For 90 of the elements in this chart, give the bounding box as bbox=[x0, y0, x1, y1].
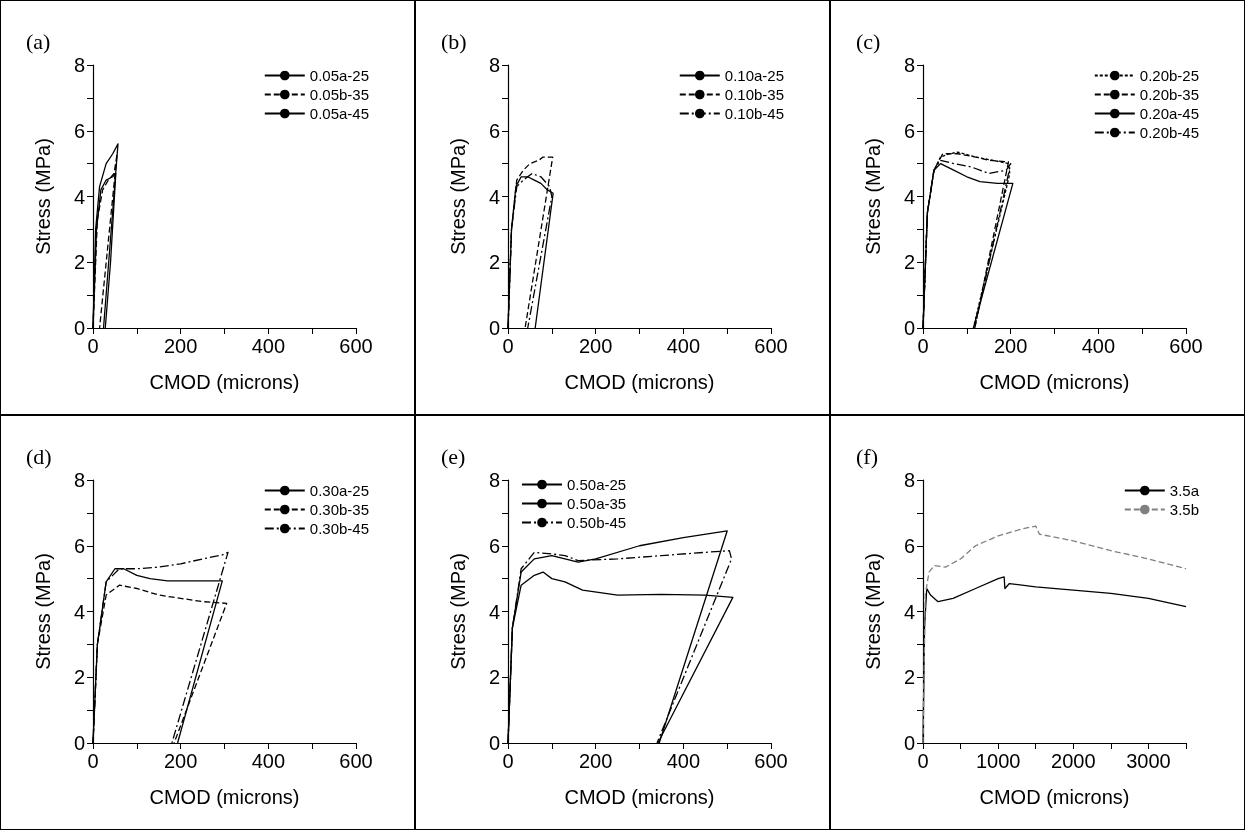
y-axis-title: Stress (MPa) bbox=[32, 553, 54, 670]
chart-title: (b) bbox=[441, 28, 467, 54]
x-tick-label: 200 bbox=[993, 335, 1028, 357]
legend-label: 0.30b-35 bbox=[309, 501, 369, 518]
y-tick-label: 6 bbox=[488, 119, 500, 142]
y-tick-label: 4 bbox=[903, 600, 915, 623]
x-tick-label: 400 bbox=[1081, 335, 1116, 357]
y-tick-label: 0 bbox=[903, 732, 915, 754]
x-tick-label: 400 bbox=[666, 335, 701, 357]
y-axis-title: Stress (MPa) bbox=[32, 138, 54, 255]
y-tick-label: 6 bbox=[73, 534, 85, 557]
y-tick-label: 8 bbox=[903, 54, 915, 76]
legend-label: 0.20b-45 bbox=[1139, 124, 1199, 141]
y-tick-label: 2 bbox=[488, 251, 500, 274]
x-tick-label: 0 bbox=[502, 750, 514, 772]
legend-label: 0.10a-25 bbox=[724, 67, 784, 84]
x-axis-title: CMOD (microns) bbox=[979, 371, 1130, 393]
x-tick-label: 0 bbox=[502, 335, 514, 357]
legend-label: 0.05a-45 bbox=[309, 105, 369, 122]
legend-label: 0.20b-25 bbox=[1139, 67, 1199, 84]
y-tick-label: 2 bbox=[488, 666, 500, 689]
legend-label: 0.10b-35 bbox=[724, 86, 784, 103]
x-tick-label: 600 bbox=[754, 750, 788, 772]
legend-label: 0.05a-25 bbox=[309, 67, 369, 84]
y-tick-label: 0 bbox=[488, 317, 500, 339]
x-tick-label: 600 bbox=[1169, 335, 1203, 357]
y-axis-title: Stress (MPa) bbox=[862, 553, 884, 670]
y-tick-label: 6 bbox=[903, 119, 915, 142]
x-tick-label: 200 bbox=[578, 750, 613, 772]
x-tick-label: 400 bbox=[666, 750, 701, 772]
legend-label: 3.5b bbox=[1169, 501, 1200, 518]
y-tick-label: 4 bbox=[488, 185, 500, 208]
x-tick-label: 200 bbox=[163, 750, 198, 772]
x-tick-label: 600 bbox=[339, 750, 373, 772]
x-axis-title: CMOD (microns) bbox=[149, 371, 300, 393]
x-tick-label: 0 bbox=[917, 750, 929, 772]
y-tick-label: 6 bbox=[73, 119, 85, 142]
y-tick-label: 4 bbox=[73, 600, 85, 623]
legend-label: 0.05b-35 bbox=[309, 86, 369, 103]
x-tick-label: 3000 bbox=[1126, 750, 1171, 772]
x-tick-label: 0 bbox=[87, 750, 99, 772]
y-axis-title: Stress (MPa) bbox=[862, 138, 884, 255]
y-tick-label: 6 bbox=[488, 534, 500, 557]
y-tick-label: 2 bbox=[73, 666, 85, 689]
x-tick-label: 200 bbox=[578, 335, 613, 357]
y-tick-label: 8 bbox=[903, 469, 915, 491]
y-tick-label: 2 bbox=[903, 251, 915, 274]
x-tick-label: 600 bbox=[339, 335, 373, 357]
chart-title: (d) bbox=[26, 443, 52, 469]
legend-label: 0.20a-45 bbox=[1139, 105, 1199, 122]
y-tick-label: 2 bbox=[903, 666, 915, 689]
x-axis-title: CMOD (microns) bbox=[149, 786, 300, 808]
x-tick-label: 400 bbox=[251, 335, 286, 357]
legend-label: 0.50a-25 bbox=[567, 476, 627, 493]
chart-title: (e) bbox=[441, 443, 466, 469]
x-axis-title: CMOD (microns) bbox=[564, 786, 715, 808]
y-tick-label: 4 bbox=[903, 185, 915, 208]
y-tick-label: 0 bbox=[73, 732, 85, 754]
legend-label: 0.30b-45 bbox=[309, 520, 369, 537]
y-tick-label: 0 bbox=[73, 317, 85, 339]
legend-label: 0.10b-45 bbox=[724, 105, 784, 122]
legend-label: 0.50a-35 bbox=[567, 495, 627, 512]
y-tick-label: 2 bbox=[73, 251, 85, 274]
y-tick-label: 8 bbox=[73, 54, 85, 76]
y-axis-title: Stress (MPa) bbox=[447, 553, 469, 670]
x-axis-title: CMOD (microns) bbox=[979, 786, 1130, 808]
y-tick-label: 4 bbox=[73, 185, 85, 208]
legend-label: 0.30a-25 bbox=[309, 482, 369, 499]
y-tick-label: 4 bbox=[488, 600, 500, 623]
y-tick-label: 8 bbox=[488, 469, 500, 491]
x-tick-label: 400 bbox=[251, 750, 286, 772]
x-tick-label: 200 bbox=[163, 335, 198, 357]
y-axis-title: Stress (MPa) bbox=[447, 138, 469, 255]
y-tick-label: 8 bbox=[488, 54, 500, 76]
x-tick-label: 2000 bbox=[1051, 750, 1096, 772]
legend-label: 0.20b-35 bbox=[1139, 86, 1199, 103]
x-tick-label: 600 bbox=[754, 335, 788, 357]
x-axis-title: CMOD (microns) bbox=[564, 371, 715, 393]
x-tick-label: 0 bbox=[87, 335, 99, 357]
legend-label: 0.50b-45 bbox=[567, 514, 627, 531]
legend-label: 3.5a bbox=[1169, 482, 1200, 499]
y-tick-label: 0 bbox=[903, 317, 915, 339]
chart-title: (f) bbox=[856, 443, 878, 469]
x-tick-label: 1000 bbox=[975, 750, 1021, 772]
y-tick-label: 6 bbox=[903, 534, 915, 557]
chart-title: (c) bbox=[856, 28, 881, 54]
chart-title: (a) bbox=[26, 28, 51, 54]
y-tick-label: 0 bbox=[488, 732, 500, 754]
x-tick-label: 0 bbox=[917, 335, 929, 357]
y-tick-label: 8 bbox=[73, 469, 85, 491]
